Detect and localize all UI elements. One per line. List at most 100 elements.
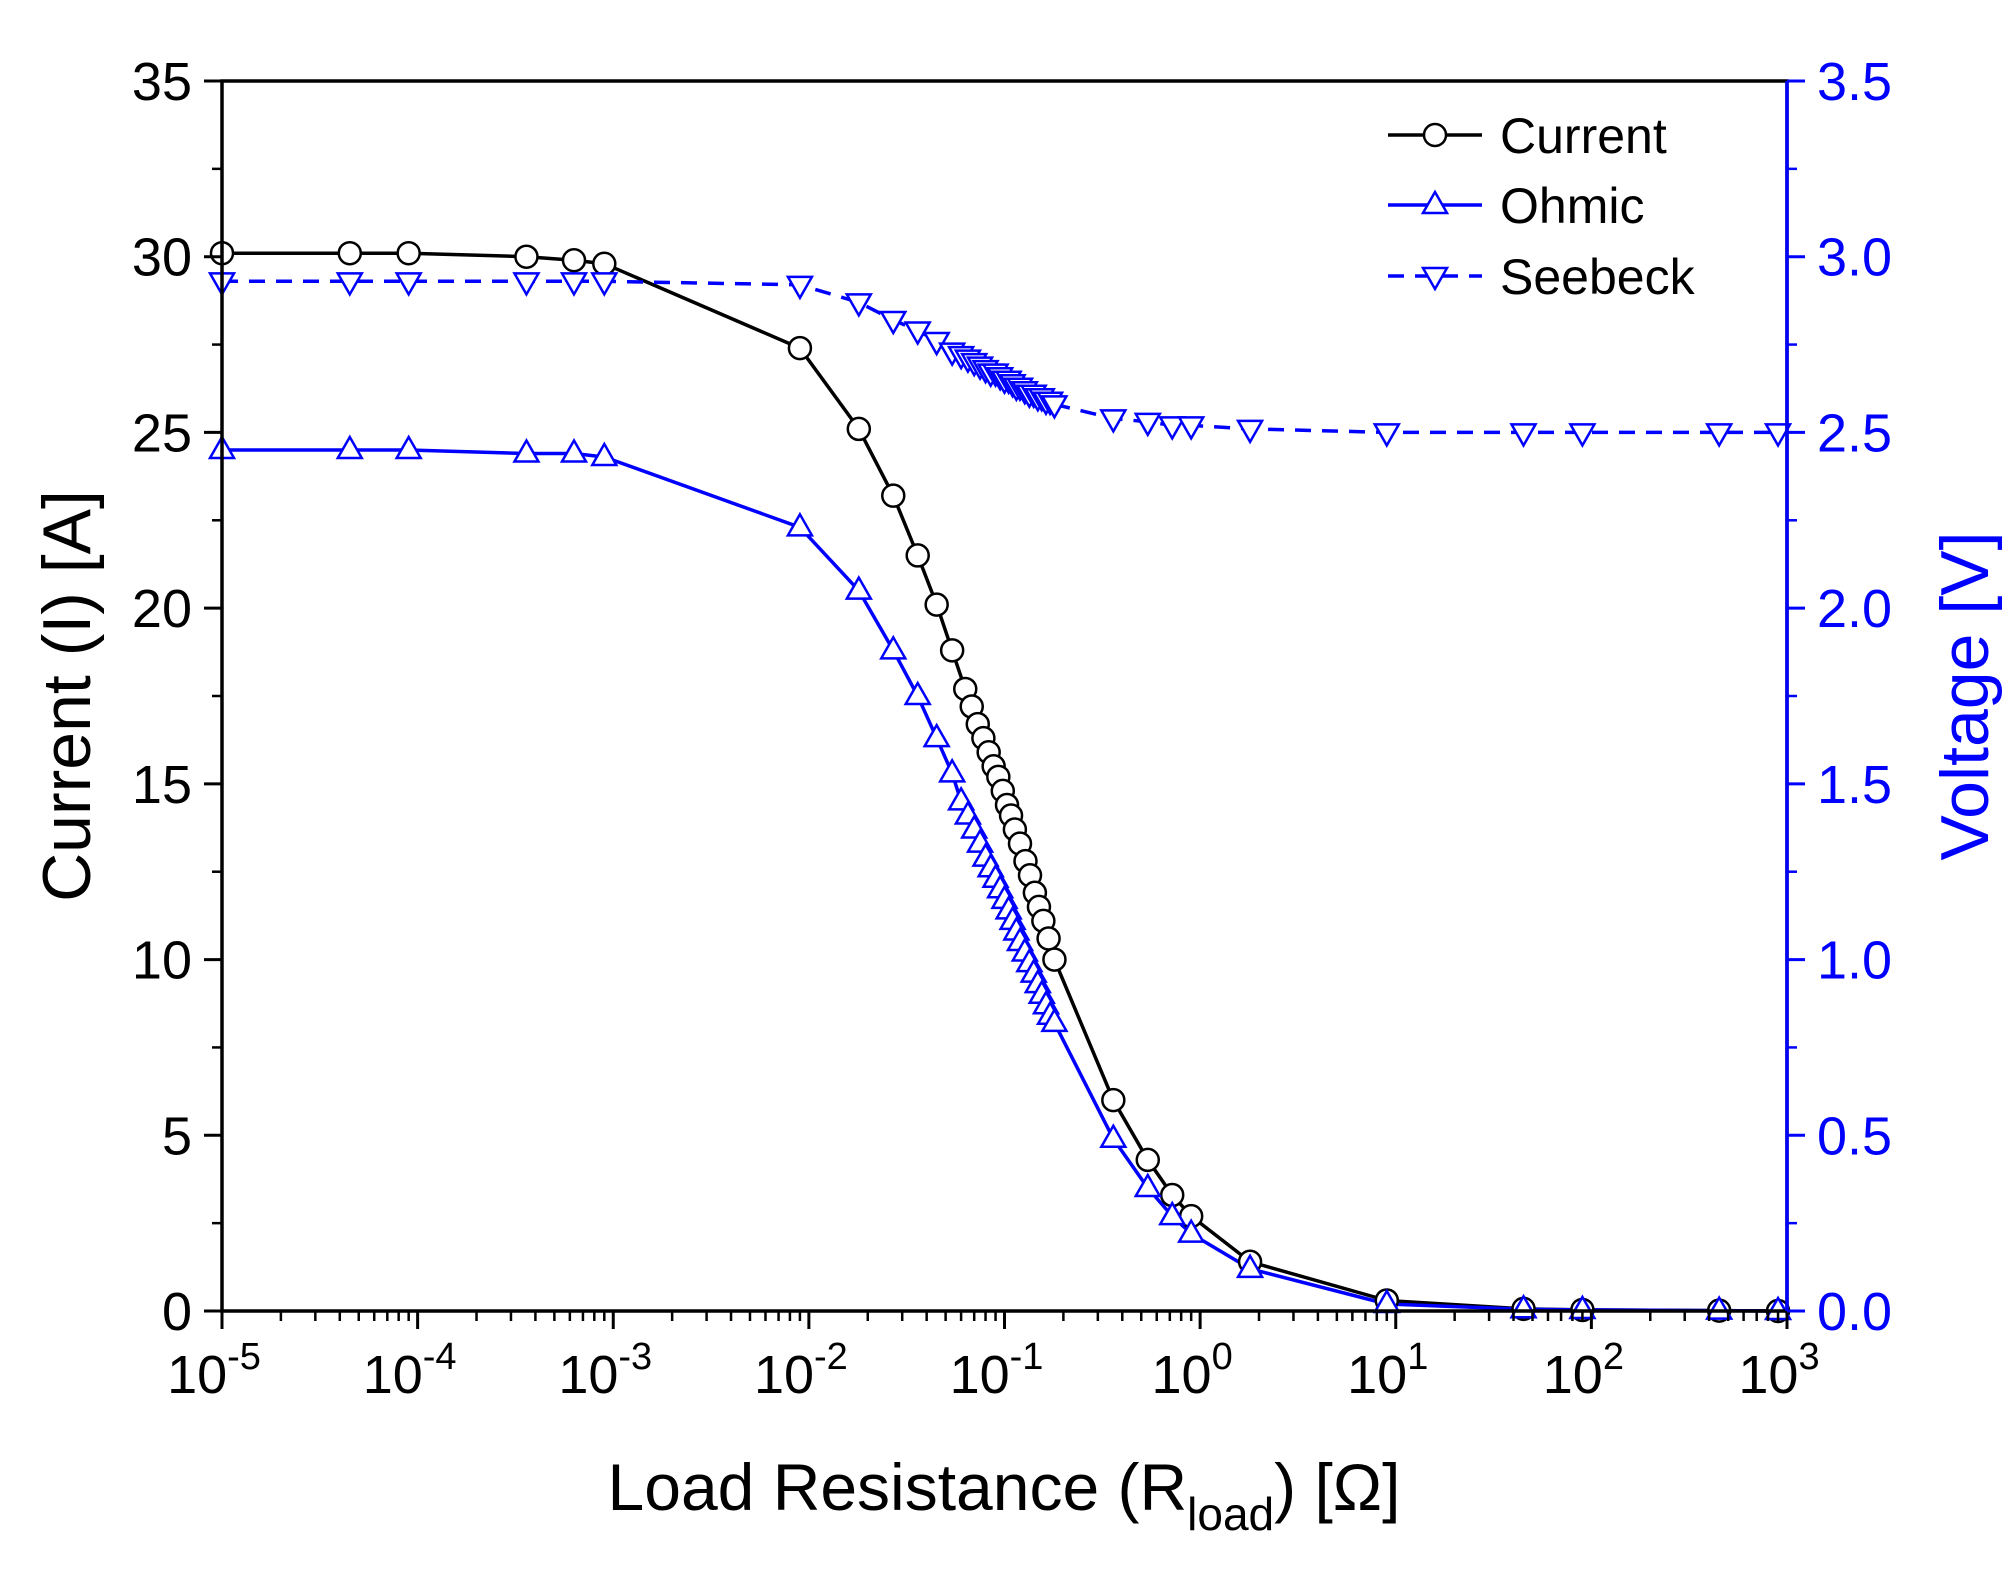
data-point-current (1135, 1147, 1161, 1173)
x-tick-exp: -2 (814, 1336, 848, 1378)
data-point-seebeck (879, 310, 908, 336)
x-tick-label: 10-2 (754, 1336, 848, 1405)
data-point-ohmic (1099, 1123, 1128, 1149)
data-point-ohmic (1177, 1218, 1206, 1243)
data-point-seebeck (590, 272, 619, 297)
data-point-current (905, 543, 930, 568)
x-tick-label: 102 (1543, 1336, 1624, 1405)
x-tick-base: 10 (1738, 1345, 1798, 1405)
y2-tick-label: 1.5 (1817, 755, 1892, 815)
data-point-current (924, 592, 949, 617)
y2-tick-label: 2.5 (1817, 403, 1892, 463)
y-tick-label: 5 (162, 1106, 192, 1166)
axis-ticks: 10-5 10-4 10-3 10-2 10-1 100 101 102 10305101520… (132, 52, 1892, 1405)
data-point-seebeck (1040, 395, 1069, 420)
data-point-current (1101, 1087, 1126, 1113)
data-point-current (514, 244, 539, 269)
data-point-ohmic (1235, 1253, 1265, 1279)
data-point-current (1036, 926, 1061, 951)
y-axis-title: Current (I) [A] (29, 490, 105, 902)
data-point-seebeck (512, 272, 541, 297)
data-point-ohmic (903, 680, 932, 706)
x-tick-exp: -5 (227, 1336, 261, 1378)
data-point-ohmic (922, 722, 951, 748)
data-point-seebeck (394, 272, 423, 297)
data-point-ohmic (1158, 1200, 1187, 1226)
y2-tick-label: 0.5 (1817, 1106, 1892, 1166)
x-tick-base: 10 (754, 1345, 814, 1405)
data-point-ohmic (394, 434, 423, 460)
x-tick-label: 101 (1347, 1336, 1428, 1405)
data-point-seebeck (335, 272, 364, 297)
data-point-seebeck (1705, 423, 1734, 448)
data-point-ohmic (879, 634, 908, 660)
x-axis-title: Load Resistance (Rload) [Ω] (608, 1450, 1401, 1540)
y2-axis-title: Voltage [V] (1927, 532, 2003, 861)
x-tick-base: 10 (558, 1345, 618, 1405)
y-tick-label: 25 (132, 403, 192, 463)
y-tick-label: 35 (132, 52, 192, 112)
x-tick-label: 10-5 (167, 1336, 261, 1405)
y2-tick-label: 1.0 (1817, 931, 1892, 991)
legend-item-seebeck: Seebeck (1388, 249, 1696, 305)
data-point-ohmic (1040, 1007, 1069, 1033)
legend-item-current: Current (1388, 108, 1667, 164)
data-point-ohmic (785, 511, 815, 537)
data-point-ohmic (512, 437, 541, 463)
legend-marker-ohmic (1420, 189, 1450, 215)
y2-tick-label: 3.0 (1817, 228, 1892, 288)
x-tick-exp: 3 (1798, 1336, 1819, 1378)
data-point-current (939, 638, 965, 663)
data-point-current (396, 240, 421, 266)
data-point-seebeck (1133, 412, 1162, 438)
x-tick-base: 10 (363, 1345, 423, 1405)
x-tick-base: 10 (1152, 1345, 1212, 1405)
x-tick-label: 10-4 (363, 1336, 457, 1405)
x-tick-exp: 1 (1407, 1336, 1428, 1378)
legend-label-seebeck: Seebeck (1500, 249, 1696, 305)
data-point-current (592, 251, 617, 276)
data-point-seebeck (844, 293, 873, 318)
data-point-seebeck (1763, 423, 1793, 448)
x-tick-label: 10-1 (950, 1336, 1044, 1405)
data-point-current (881, 483, 906, 508)
data-point-current (787, 335, 813, 361)
y2-tick-label: 0.0 (1817, 1282, 1892, 1342)
data-point-ohmic (590, 441, 619, 467)
x-tick-label: 10-3 (558, 1336, 652, 1405)
data-point-current (337, 240, 363, 266)
data-point-ohmic (1705, 1295, 1734, 1320)
data-point-seebeck (1099, 409, 1128, 434)
data-point-ohmic (335, 434, 364, 460)
data-point-seebeck (1372, 423, 1401, 448)
data-point-ohmic (1133, 1172, 1162, 1198)
data-point-seebeck (559, 272, 589, 297)
data-point-current (1042, 947, 1067, 972)
data-point-ohmic (937, 757, 967, 783)
y-tick-label: 0 (162, 1282, 192, 1342)
y-tick-label: 30 (132, 228, 192, 288)
y2-tick-label: 3.5 (1817, 52, 1892, 112)
data-point-seebeck (1509, 423, 1538, 448)
data-point-seebeck (785, 275, 815, 301)
x-tick-exp: 0 (1212, 1336, 1233, 1378)
x-tick-label: 100 (1152, 1336, 1233, 1405)
legend-item-ohmic: Ohmic (1388, 178, 1644, 234)
data-point-seebeck (1568, 423, 1597, 448)
y2-tick-label: 2.0 (1817, 579, 1892, 639)
y-tick-label: 15 (132, 755, 192, 815)
data-point-seebeck (1177, 416, 1206, 441)
x-tick-base: 10 (167, 1345, 227, 1405)
data-point-current (846, 416, 872, 442)
data-point-ohmic (559, 437, 589, 463)
data-point-seebeck (1235, 419, 1265, 445)
x-tick-exp: -4 (423, 1336, 457, 1378)
data-point-ohmic (844, 575, 873, 600)
legend: Current Ohmic Seebeck (1388, 108, 1696, 305)
x-tick-base: 10 (950, 1345, 1010, 1405)
legend-marker-seebeck (1420, 266, 1450, 292)
x-tick-exp: -3 (618, 1336, 652, 1378)
data-point-current (561, 247, 587, 273)
x-tick-base: 10 (1347, 1345, 1407, 1405)
